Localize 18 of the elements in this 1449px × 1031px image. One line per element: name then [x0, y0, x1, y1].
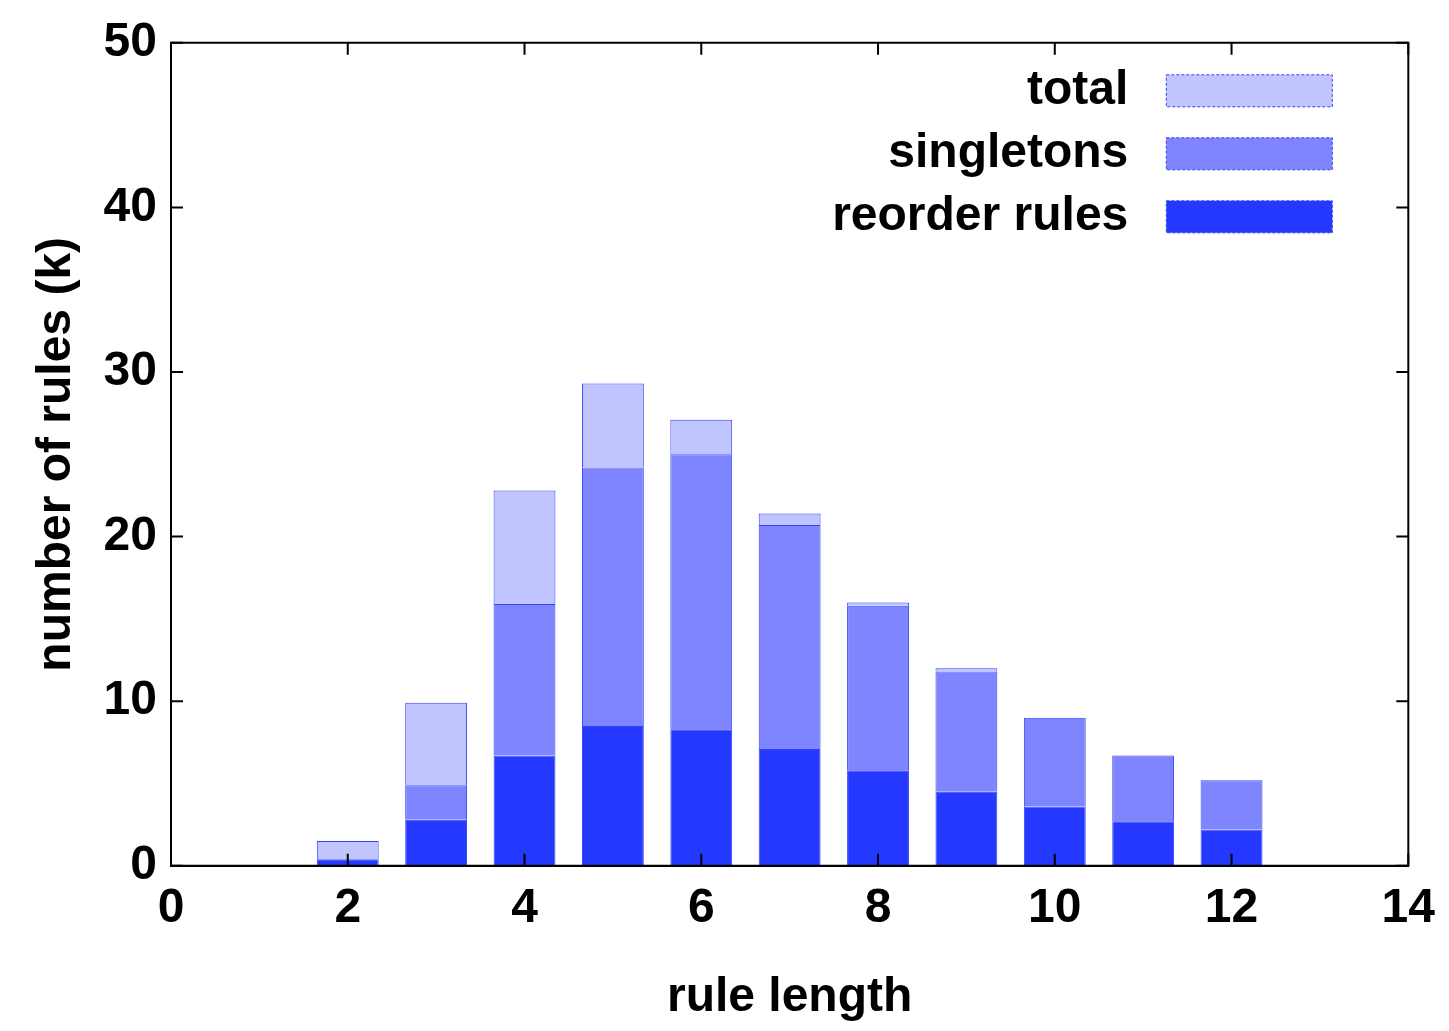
- legend-label: reorder rules: [832, 187, 1129, 241]
- x-tick-label: 12: [1204, 878, 1259, 932]
- x-axis-title: rule length: [666, 968, 913, 1022]
- y-tick-label: 20: [103, 506, 157, 560]
- x-tick-label: 6: [687, 878, 715, 932]
- x-tick-label: 4: [511, 878, 539, 932]
- x-tick-label: 10: [1028, 878, 1082, 932]
- y-axis-title: number of rules (k): [27, 236, 81, 672]
- legend-label: singletons: [888, 124, 1129, 178]
- y-tick-label: 30: [103, 342, 157, 396]
- x-tick-label: 8: [864, 878, 892, 932]
- y-tick-label: 50: [103, 13, 157, 67]
- y-tick-label: 10: [103, 671, 157, 725]
- legend-label: total: [1026, 61, 1129, 115]
- x-tick-label: 2: [334, 878, 362, 932]
- x-tick-label: 14: [1381, 878, 1436, 932]
- y-tick-label: 0: [130, 836, 157, 890]
- y-tick-label: 40: [103, 177, 157, 231]
